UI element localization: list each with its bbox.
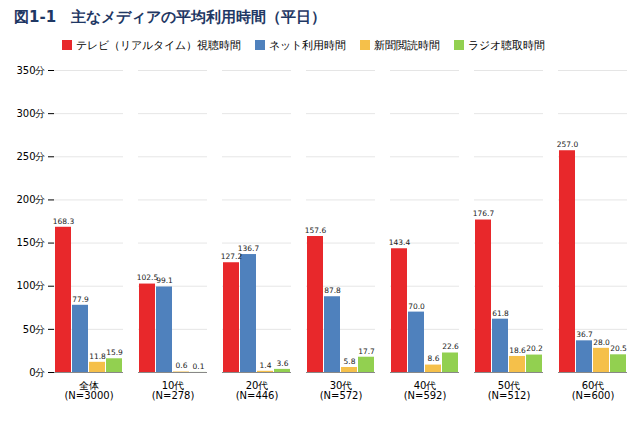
html-text:新聞閲読時間: 新聞閲読時間 — [374, 38, 440, 52]
svg-text:87.8: 87.8 — [324, 286, 341, 295]
svg-text:15.9: 15.9 — [106, 348, 123, 357]
html-text:ラジオ聴取時間: ラジオ聴取時間 — [468, 38, 545, 52]
svg-text:40代(N=592): 40代(N=592) — [404, 380, 447, 401]
svg-text:60代(N=600): 60代(N=600) — [572, 380, 615, 401]
html-text:ネット利用時間: ネット利用時間 — [269, 38, 346, 52]
svg-text:77.9: 77.9 — [72, 295, 89, 304]
svg-text:350分: 350分 — [16, 65, 45, 76]
svg-text:102.5: 102.5 — [136, 273, 159, 283]
svg-text:127.2: 127.2 — [221, 252, 243, 261]
svg-text:全体(N=3000): 全体(N=3000) — [64, 380, 113, 401]
svg-text:168.3: 168.3 — [53, 217, 75, 226]
svg-text:3.6: 3.6 — [277, 359, 289, 368]
svg-text:70.0: 70.0 — [408, 302, 425, 311]
svg-text:61.8: 61.8 — [492, 309, 509, 318]
svg-text:22.6: 22.6 — [442, 342, 459, 351]
svg-text:10代(N=278): 10代(N=278) — [152, 380, 195, 401]
svg-text:28.0: 28.0 — [593, 338, 610, 347]
svg-text:0分: 0分 — [29, 367, 45, 378]
svg-text:157.6: 157.6 — [305, 226, 327, 235]
svg-text:257.0: 257.0 — [557, 140, 579, 149]
svg-text:143.4: 143.4 — [389, 238, 411, 247]
svg-text:150分: 150分 — [16, 237, 45, 248]
svg-text:0.1: 0.1 — [193, 362, 205, 371]
svg-text:18.6: 18.6 — [509, 346, 526, 355]
svg-text:100分: 100分 — [16, 280, 45, 291]
svg-text:30代(N=572): 30代(N=572) — [320, 380, 363, 401]
svg-text:99.1: 99.1 — [156, 276, 173, 285]
svg-text:20代(N=446): 20代(N=446) — [236, 380, 279, 401]
svg-text:50分: 50分 — [23, 324, 46, 335]
svg-text:11.8: 11.8 — [89, 352, 106, 361]
svg-text:250分: 250分 — [16, 151, 45, 162]
svg-text:36.7: 36.7 — [576, 330, 593, 339]
html-text:図1-1 主なメディアの平均利用時間（平日）: 図1-1 主なメディアの平均利用時間（平日） — [14, 8, 327, 26]
svg-text:200分: 200分 — [16, 194, 45, 205]
svg-text:20.2: 20.2 — [526, 344, 543, 353]
svg-text:1.4: 1.4 — [260, 361, 272, 370]
svg-text:136.7: 136.7 — [238, 244, 260, 253]
svg-text:8.6: 8.6 — [428, 354, 440, 363]
svg-text:5.8: 5.8 — [344, 357, 356, 366]
svg-text:20.5: 20.5 — [610, 344, 627, 353]
svg-text:300分: 300分 — [16, 108, 45, 119]
svg-text:0.6: 0.6 — [176, 361, 188, 370]
svg-text:50代(N=512): 50代(N=512) — [488, 380, 531, 401]
svg-text:176.7: 176.7 — [473, 209, 495, 218]
svg-text:17.7: 17.7 — [358, 347, 375, 356]
html-text:テレビ（リアルタイム）視聴時間: テレビ（リアルタイム）視聴時間 — [76, 38, 241, 52]
